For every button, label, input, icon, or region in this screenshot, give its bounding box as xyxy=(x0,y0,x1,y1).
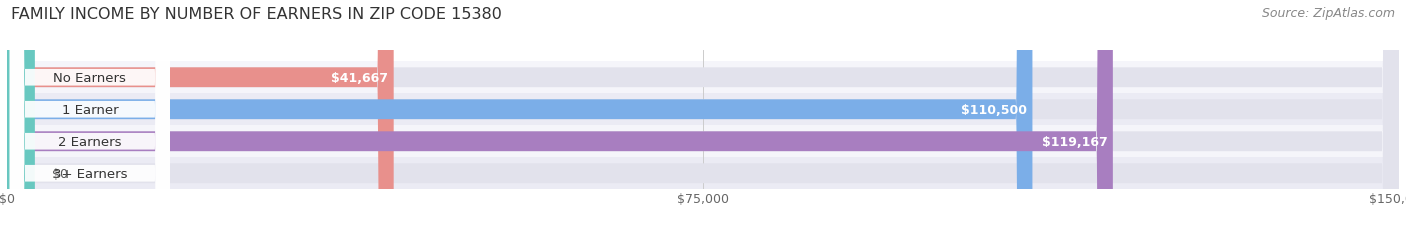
Text: $41,667: $41,667 xyxy=(332,71,388,84)
Bar xyxy=(7,126,1399,158)
FancyBboxPatch shape xyxy=(10,0,170,231)
Text: 1 Earner: 1 Earner xyxy=(62,103,118,116)
Text: 3+ Earners: 3+ Earners xyxy=(52,167,127,180)
Text: $110,500: $110,500 xyxy=(960,103,1026,116)
FancyBboxPatch shape xyxy=(7,0,1032,231)
FancyBboxPatch shape xyxy=(7,0,394,231)
Text: No Earners: No Earners xyxy=(53,71,127,84)
FancyBboxPatch shape xyxy=(7,0,1399,231)
FancyBboxPatch shape xyxy=(7,0,1399,231)
Text: $119,167: $119,167 xyxy=(1042,135,1108,148)
FancyBboxPatch shape xyxy=(10,0,170,231)
FancyBboxPatch shape xyxy=(7,0,1399,231)
Text: $0: $0 xyxy=(52,167,67,180)
FancyBboxPatch shape xyxy=(7,0,35,231)
FancyBboxPatch shape xyxy=(10,0,170,231)
FancyBboxPatch shape xyxy=(10,0,170,231)
FancyBboxPatch shape xyxy=(7,0,1114,231)
FancyBboxPatch shape xyxy=(7,0,1399,231)
Bar xyxy=(7,94,1399,126)
Text: FAMILY INCOME BY NUMBER OF EARNERS IN ZIP CODE 15380: FAMILY INCOME BY NUMBER OF EARNERS IN ZI… xyxy=(11,7,502,22)
Text: Source: ZipAtlas.com: Source: ZipAtlas.com xyxy=(1261,7,1395,20)
Bar xyxy=(7,158,1399,189)
Bar xyxy=(7,62,1399,94)
Text: 2 Earners: 2 Earners xyxy=(58,135,121,148)
